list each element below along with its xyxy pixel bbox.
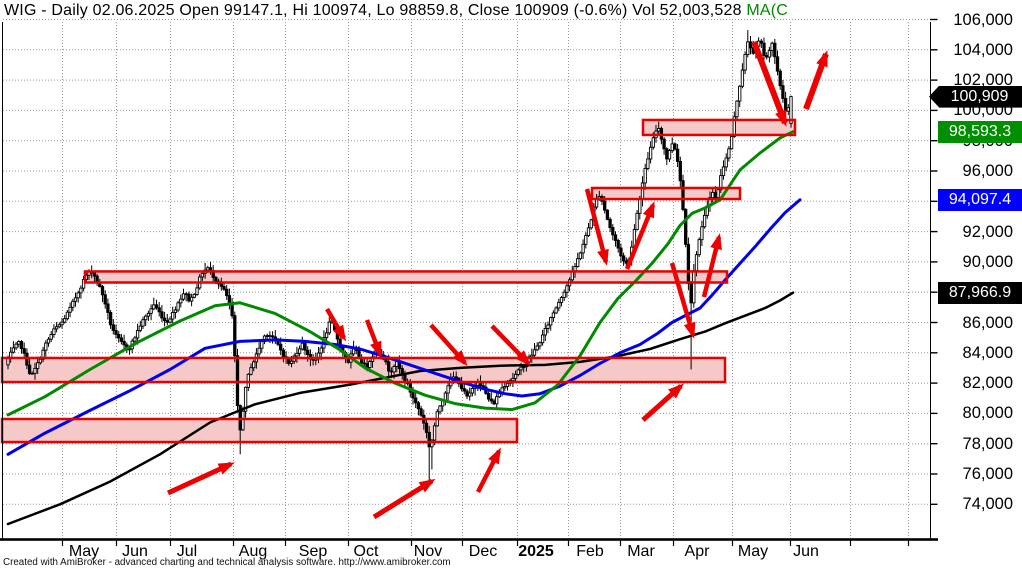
- trend-arrow-3: [364, 319, 383, 358]
- resistance-zone-98400-99370: [641, 118, 797, 137]
- x-axis-label-mar-10: Mar: [627, 543, 655, 560]
- trend-arrow-8: [641, 383, 684, 422]
- x-axis-label-jun-13: Jun: [793, 543, 819, 560]
- resistance-zone-98400-99370-fill: [643, 119, 795, 135]
- trend-arrow-2: [325, 307, 347, 342]
- chart-title-text: WIG - Daily 02.06.2025 Open 99147.1, Hi …: [4, 2, 747, 19]
- ma-fast-callout: 98,593.3: [938, 120, 1022, 143]
- y-axis-label-86000: 86,000: [962, 313, 1013, 332]
- x-axis: May Jun Jul Aug Sep Oct Nov Dec 2025 Feb Mar Apr May…: [0, 542, 938, 564]
- trend-arrow-10: [624, 201, 656, 270]
- y-axis: 106,000104,000102,000100,00098,00096,000…: [929, 0, 1022, 572]
- resistance-zone-94150-94880-fill: [592, 187, 740, 200]
- trend-arrow-1: [166, 461, 235, 496]
- trend-arrow-13: [751, 40, 788, 127]
- x-axis-label-oct-5: Oct: [353, 543, 379, 560]
- ma-slow-line: [6, 291, 795, 526]
- trend-arrow-12: [701, 233, 722, 298]
- trend-arrow-11: [669, 262, 696, 339]
- resistance-zone-88640-89370-fill: [85, 271, 727, 283]
- y-axis-label-92000: 92,000: [962, 222, 1013, 241]
- x-axis-label-2025-8: 2025: [518, 543, 554, 560]
- chart-title-ma-label: MA(C: [746, 2, 789, 19]
- trend-arrow-7: [475, 447, 502, 494]
- x-axis-label-feb-9: Feb: [576, 543, 604, 560]
- x-axis-label-may-0: May: [68, 543, 100, 560]
- x-axis-label-jun-1: Jun: [122, 543, 148, 560]
- candles-layer: [6, 30, 793, 484]
- resistance-zone-88640-89370: [83, 270, 729, 284]
- x-axis-label-dec-7: Dec: [468, 543, 498, 560]
- y-axis-label-106000: 106,000: [953, 10, 1013, 29]
- annotation-arrows: [166, 40, 829, 520]
- x-axis-label-may-12: May: [737, 543, 769, 560]
- x-axis-label-aug-3: Aug: [238, 543, 268, 560]
- ma-slow-callout: 87,966.9: [938, 281, 1022, 304]
- y-axis-label-102000: 102,000: [953, 71, 1013, 90]
- y-axis-label-84000: 84,000: [962, 343, 1013, 362]
- support-zone-82070-83660-fill: [2, 357, 725, 383]
- y-axis-label-76000: 76,000: [962, 465, 1013, 483]
- y-axis-label-104000: 104,000: [953, 40, 1013, 59]
- trend-arrow-14: [803, 50, 829, 111]
- y-axis-label-78000: 78,000: [962, 434, 1013, 453]
- last-close-callout: 100,909: [929, 85, 1022, 108]
- ma-mid-callout: 94,097.4: [938, 188, 1022, 211]
- y-axis-label-90000: 90,000: [962, 252, 1013, 271]
- x-axis-label-jul-2: Jul: [176, 543, 198, 560]
- ma-mid-line: [6, 198, 802, 456]
- resistance-zone-94150-94880: [590, 186, 742, 201]
- x-axis-label-sep-4: Sep: [298, 543, 328, 560]
- y-axis-label-74000: 74,000: [962, 495, 1013, 514]
- y-axis-label-96000: 96,000: [962, 162, 1013, 180]
- ma-fast-line: [6, 130, 795, 417]
- zone-fills: [2, 119, 795, 443]
- x-axis-label-apr-11: Apr: [684, 543, 710, 560]
- trend-arrow-4: [429, 323, 468, 366]
- trend-arrow-5: [490, 324, 531, 366]
- footer-credit: Created with AmiBroker - advanced charti…: [3, 557, 451, 568]
- chart-title: WIG - Daily 02.06.2025 Open 99147.1, Hi …: [4, 1, 788, 20]
- y-axis-label-82000: 82,000: [962, 374, 1013, 393]
- trend-arrow-6: [372, 478, 436, 520]
- trend-arrow-9: [584, 188, 609, 266]
- support-zone-78110-79630-fill: [2, 419, 517, 443]
- axes: [0, 18, 938, 546]
- moving-averages: [6, 130, 802, 526]
- y-axis-label-80000: 80,000: [962, 404, 1013, 423]
- x-axis-label-nov-6: Nov: [413, 543, 443, 560]
